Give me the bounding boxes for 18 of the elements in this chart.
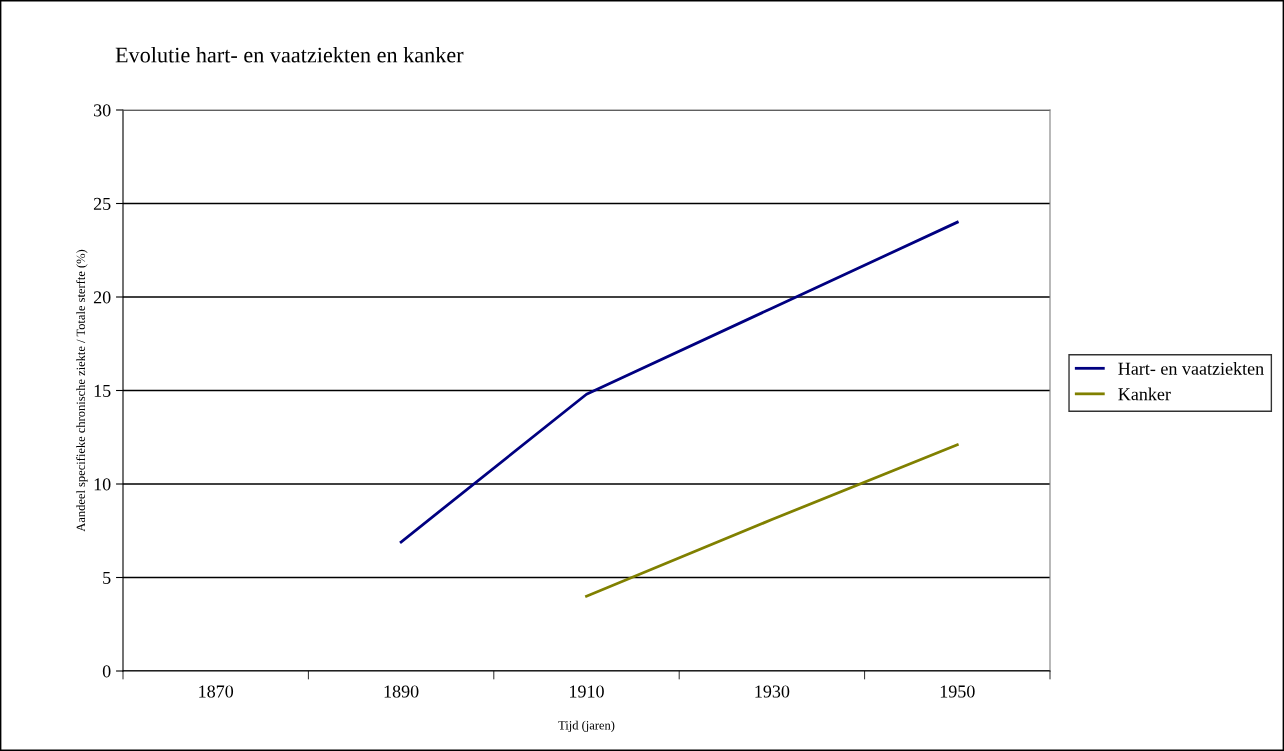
y-tick-label: 10 (94, 478, 111, 491)
y-axis-title: Aandeel specifieke chronische ziekte / Totale sterfte (%) (76, 249, 88, 532)
legend-label: Hart- en vaatziekten (1118, 362, 1264, 375)
x-tick-label: 1890 (384, 685, 419, 698)
x-axis-title: Tijd (jaren) (558, 720, 615, 733)
x-tick-label: 1950 (940, 685, 975, 698)
y-tick-label: 25 (93, 197, 111, 210)
y-tick-label: 15 (94, 384, 111, 397)
y-tick-label: 0 (102, 665, 111, 678)
y-tick-label: 5 (103, 571, 111, 584)
legend-label: Kanker (1118, 387, 1171, 401)
x-tick-label: 1930 (755, 685, 790, 698)
chart-title: Evolutie hart- en vaatziekten en kanker (115, 46, 464, 63)
x-tick-label: 1870 (199, 685, 234, 698)
y-tick-label: 30 (94, 104, 111, 117)
line-series (399, 220, 959, 544)
x-tick-label: 1910 (570, 685, 604, 698)
y-tick-label: 20 (93, 291, 111, 304)
